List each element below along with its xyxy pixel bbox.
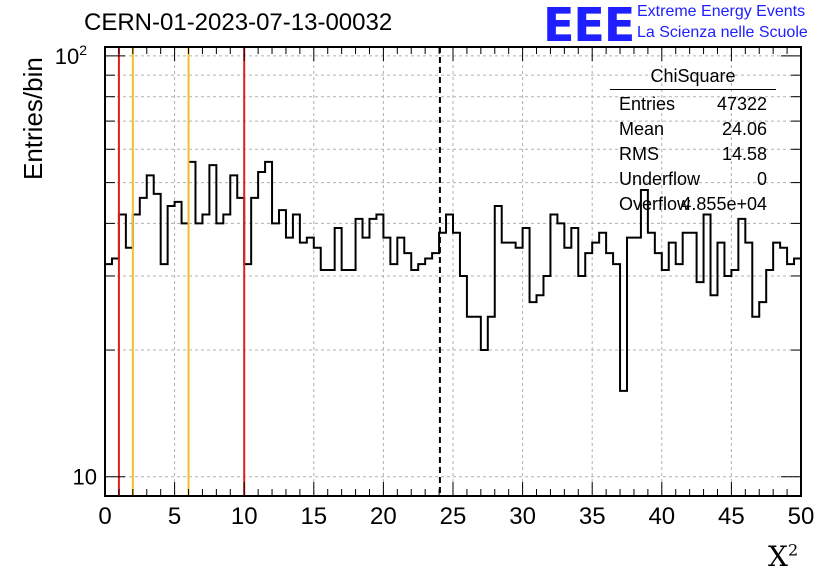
stats-box: ChiSquare Entries 47322 Mean 24.06 RMS 1… <box>610 66 776 217</box>
y-axis-label: Entries/bin <box>18 57 48 180</box>
stats-key: Mean <box>619 119 665 139</box>
histogram-series <box>105 160 801 392</box>
stats-value: 47322 <box>716 94 767 114</box>
stats-row-mean: Mean 24.06 <box>610 117 776 142</box>
x-axis-label-superscript: 2 <box>787 540 799 560</box>
eee-logo: EEE <box>543 0 635 52</box>
x-tick-label: 45 <box>718 503 745 530</box>
stats-value: 4.855e+04 <box>681 194 767 214</box>
y-tick-label: 102 <box>55 42 87 69</box>
stats-value: 0 <box>756 169 767 189</box>
stats-row-overflow: Overflow 4.855e+04 <box>610 192 776 217</box>
stats-key: Overflow <box>619 194 691 214</box>
chart-title: CERN-01-2023-07-13-00032 <box>84 9 393 36</box>
x-tick-label: 20 <box>370 503 397 530</box>
x-tick-label: 15 <box>300 503 327 530</box>
x-tick-label: 35 <box>579 503 606 530</box>
stats-row-rms: RMS 14.58 <box>610 142 776 167</box>
stats-value: 24.06 <box>721 119 767 139</box>
stats-key: Entries <box>619 94 676 114</box>
stats-key: Underflow <box>619 169 701 189</box>
stats-row-entries: Entries 47322 <box>610 92 776 117</box>
x-tick-label: 40 <box>648 503 675 530</box>
axis-ticks: 0 5 10 15 20 25 30 35 40 45 50 10 102 <box>55 42 815 530</box>
stats-row-underflow: Underflow 0 <box>610 167 776 192</box>
y-tick-label: 10 <box>73 465 97 490</box>
x-axis-label: X2 <box>768 540 798 573</box>
x-tick-label: 30 <box>509 503 536 530</box>
x-axis-label-text: X <box>768 540 788 573</box>
stats-value: 14.58 <box>721 144 767 164</box>
cut-lines <box>117 47 441 496</box>
x-tick-label: 5 <box>168 503 181 530</box>
stats-title: ChiSquare <box>610 66 776 90</box>
x-tick-label: 50 <box>788 503 815 530</box>
org-name-line1: Extreme Energy Events <box>637 3 806 20</box>
x-tick-label: 25 <box>440 503 467 530</box>
x-tick-label: 10 <box>231 503 258 530</box>
org-name-line2: La Scienza nelle Scuole <box>637 24 808 41</box>
histogram-line <box>105 160 801 392</box>
stats-key: RMS <box>619 144 659 164</box>
x-tick-label: 0 <box>98 503 111 530</box>
